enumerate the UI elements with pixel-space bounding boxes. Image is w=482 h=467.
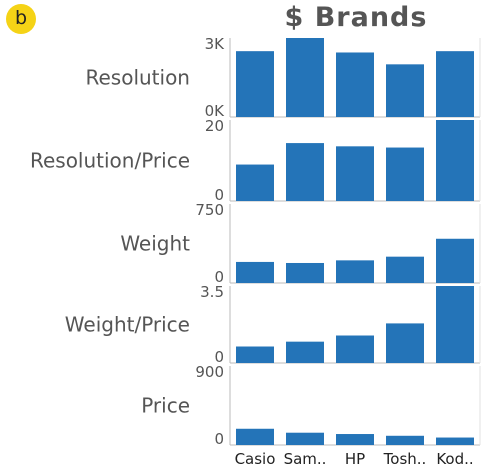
- tick-label: 750: [195, 201, 224, 219]
- tick-label: 3.5: [200, 283, 224, 301]
- bar: [436, 437, 474, 445]
- bar: [336, 434, 374, 445]
- bar: [436, 286, 474, 363]
- category-label: Tosh..: [383, 450, 427, 467]
- row-label: Price: [141, 394, 190, 418]
- tick-label: 900: [195, 363, 224, 381]
- bar: [336, 52, 374, 117]
- bar: [386, 256, 424, 283]
- panel-badge: b: [6, 4, 36, 34]
- bar: [236, 261, 274, 283]
- tick-label: 0: [214, 430, 224, 448]
- bar: [386, 323, 424, 363]
- bar: [286, 262, 324, 283]
- category-label: Sam..: [284, 450, 327, 467]
- category-label: Casio: [235, 450, 276, 467]
- bar: [236, 164, 274, 201]
- tick-label: 20: [205, 117, 224, 135]
- panel-badge-label: b: [14, 7, 28, 29]
- bar: [286, 143, 324, 201]
- bar: [436, 120, 474, 201]
- row-label: Resolution: [85, 66, 190, 90]
- bar: [436, 51, 474, 117]
- row-label: Resolution/Price: [30, 149, 190, 173]
- bar: [386, 64, 424, 117]
- bar: [286, 38, 324, 117]
- bar: [336, 146, 374, 201]
- category-label: Kod..: [436, 450, 473, 467]
- chart-title: $ Brands: [284, 2, 428, 33]
- tick-label: 3K: [205, 35, 226, 53]
- bar: [436, 238, 474, 283]
- bar: [236, 428, 274, 445]
- bar: [336, 335, 374, 363]
- row-label: Weight: [120, 232, 190, 256]
- bar: [236, 346, 274, 363]
- tick-label: 0K: [205, 102, 226, 120]
- tick-label: 0: [214, 186, 224, 204]
- tick-label: 0: [214, 268, 224, 286]
- category-label: HP: [345, 450, 365, 467]
- bar: [386, 147, 424, 201]
- row-label: Weight/Price: [65, 313, 190, 337]
- bar: [386, 435, 424, 445]
- bar: [336, 260, 374, 283]
- bar: [236, 51, 274, 117]
- bar: [286, 432, 324, 445]
- bar: [286, 341, 324, 363]
- tick-label: 0: [214, 348, 224, 366]
